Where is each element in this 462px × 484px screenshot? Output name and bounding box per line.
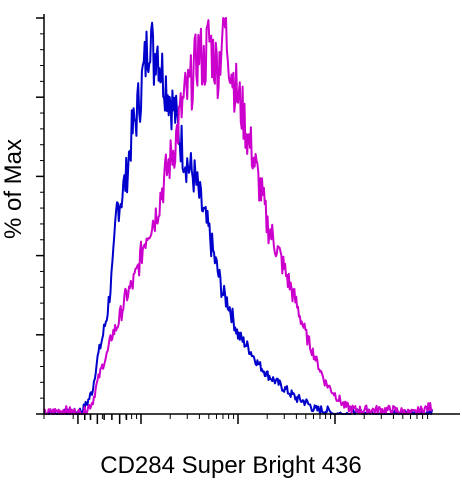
series-layer [43, 17, 433, 415]
y-axis-label: % of Max [0, 138, 27, 240]
axes-layer [36, 14, 460, 424]
series-line-1 [43, 21, 433, 415]
series-line-2 [43, 17, 433, 415]
x-axis-label: CD284 Super Bright 436 [100, 452, 362, 479]
